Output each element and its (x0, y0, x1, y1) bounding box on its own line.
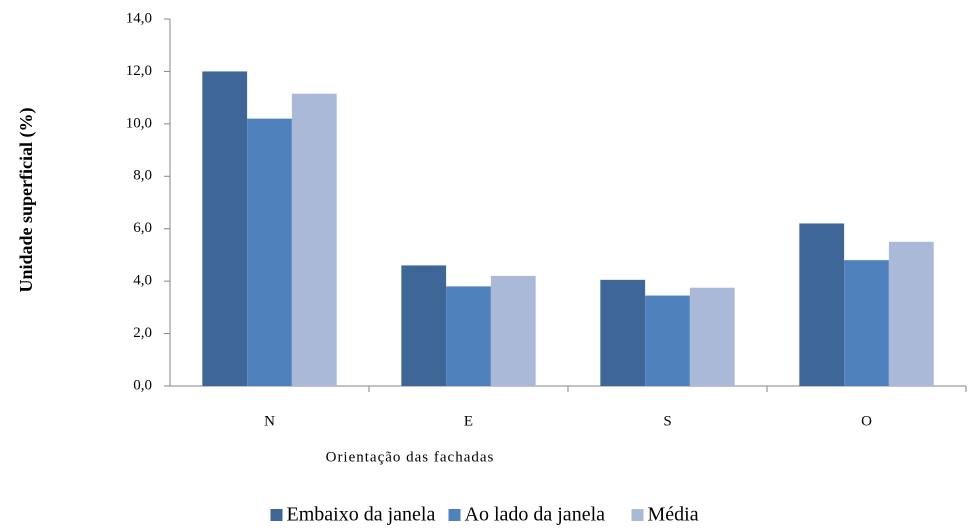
bar (844, 260, 889, 386)
y-tick-label: 6,0 (133, 220, 152, 236)
x-axis-title: Orientação das fachadas (326, 449, 495, 465)
y-tick-label: 12,0 (126, 63, 152, 79)
bar (490, 275, 536, 386)
bar (247, 118, 292, 386)
legend-label: Média (648, 504, 699, 526)
y-tick-label: 2,0 (133, 325, 152, 341)
bar (600, 279, 646, 386)
bar (645, 295, 690, 386)
bar (202, 71, 248, 386)
legend-swatch (631, 509, 644, 521)
x-tick-label: O (861, 413, 872, 429)
bar (401, 265, 447, 386)
x-tick-label: E (464, 413, 473, 429)
bar (888, 241, 934, 386)
bar (291, 93, 337, 386)
bar (799, 223, 845, 386)
legend-label: Ao lado da janela (465, 504, 606, 526)
legend-swatch (448, 509, 461, 521)
x-tick-label: S (663, 413, 671, 429)
legend-swatch (270, 509, 283, 521)
y-tick-label: 14,0 (126, 10, 152, 26)
bar (689, 287, 735, 386)
bar (446, 286, 491, 386)
y-tick-label: 8,0 (133, 168, 152, 184)
y-tick-label: 4,0 (133, 273, 152, 289)
y-axis-title: Unidade superficial (%) (16, 107, 37, 292)
x-tick-label: N (264, 413, 275, 429)
legend-label: Embaixo da janela (287, 504, 436, 526)
y-tick-label: 10,0 (126, 115, 152, 131)
y-tick-label: 0,0 (133, 377, 152, 393)
